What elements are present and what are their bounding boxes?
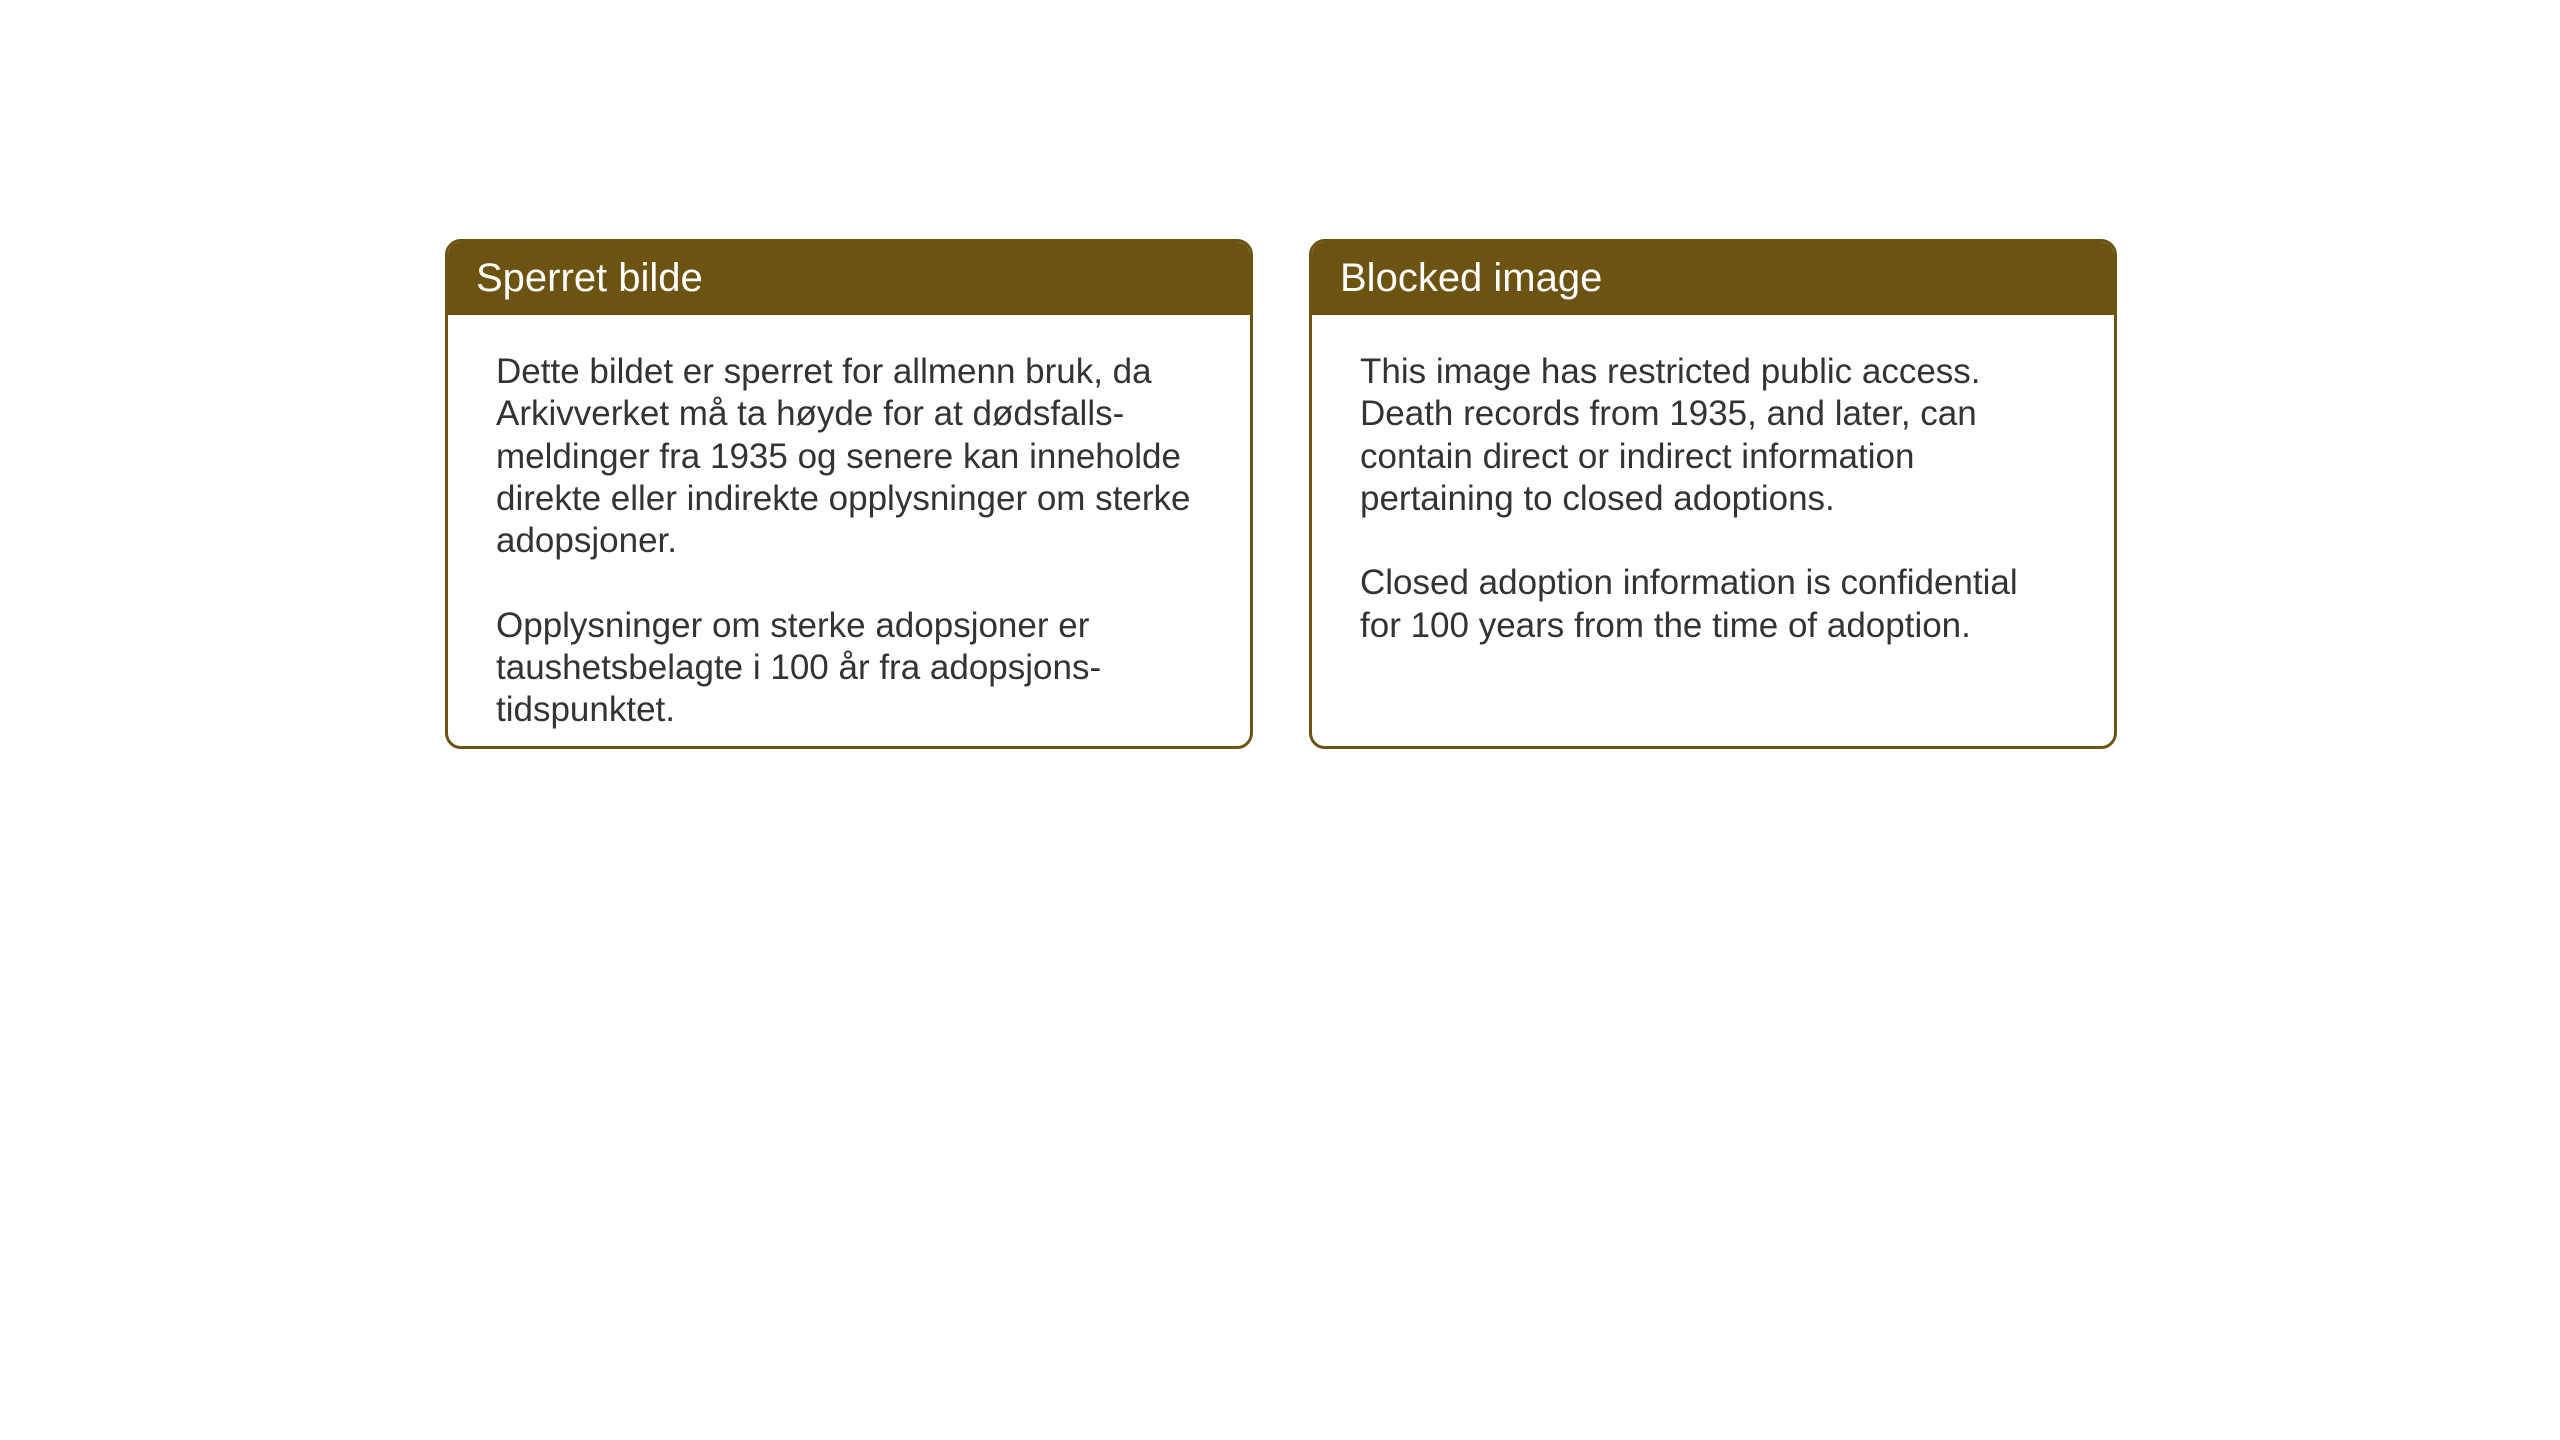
notice-container: Sperret bilde Dette bildet er sperret fo… [445, 239, 2117, 749]
card-title-norwegian: Sperret bilde [476, 256, 703, 300]
notice-card-english: Blocked image This image has restricted … [1309, 239, 2117, 749]
paragraph-2-english: Closed adoption information is confident… [1360, 562, 2066, 647]
paragraph-2-norwegian: Opplysninger om sterke adopsjoner er tau… [496, 605, 1202, 732]
notice-card-norwegian: Sperret bilde Dette bildet er sperret fo… [445, 239, 1253, 749]
card-body-norwegian: Dette bildet er sperret for allmenn bruk… [448, 315, 1250, 749]
paragraph-1-norwegian: Dette bildet er sperret for allmenn bruk… [496, 351, 1202, 563]
card-body-english: This image has restricted public access.… [1312, 315, 2114, 683]
card-header-norwegian: Sperret bilde [448, 242, 1250, 315]
paragraph-1-english: This image has restricted public access.… [1360, 351, 2066, 520]
card-title-english: Blocked image [1340, 256, 1602, 300]
card-header-english: Blocked image [1312, 242, 2114, 315]
